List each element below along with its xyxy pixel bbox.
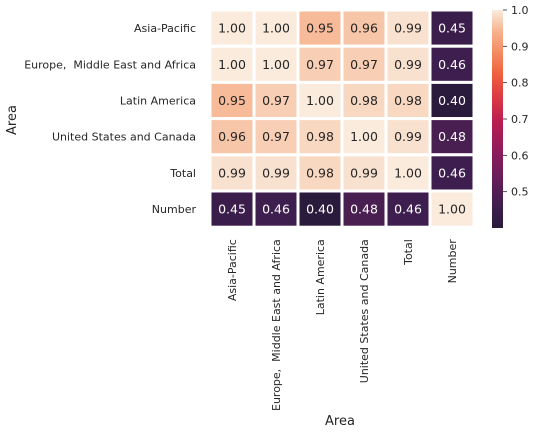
heatmap-cell — [252, 44, 300, 84]
cell-value-label: 0.97 — [262, 93, 290, 108]
colorbar-tick-label: 1.0 — [511, 4, 529, 17]
x-tick-labels: Asia-Pacific Europe, Middle East and Afri… — [226, 239, 459, 411]
cell-value-label: 1.00 — [218, 57, 246, 72]
cell-value-label: 0.98 — [350, 93, 378, 108]
cell-value-label: 1.00 — [262, 21, 290, 36]
cell-value-label: 0.99 — [262, 165, 290, 180]
cell-value-label: 0.40 — [306, 202, 334, 217]
x-tick-label: Asia-Pacific — [226, 239, 239, 301]
cell-value-label: 0.45 — [438, 21, 466, 36]
x-axis-label: Area — [325, 414, 355, 429]
cell-value-label: 0.46 — [438, 57, 466, 72]
cell-value-label: 0.99 — [218, 165, 246, 180]
heatmap-cell — [428, 117, 476, 157]
cell-value-label: 0.46 — [262, 202, 290, 217]
x-tick-label: Europe, Middle East and Africa — [270, 239, 283, 411]
y-tick-labels: Asia-Pacific Europe, Middle East and Afri… — [24, 22, 196, 216]
cell-value-label: 0.96 — [218, 129, 246, 144]
cell-value-label: 0.97 — [350, 57, 378, 72]
cell-value-label: 1.00 — [438, 202, 466, 217]
y-tick-label: Latin America — [120, 95, 196, 108]
y-tick-label: Europe, Middle East and Africa — [24, 58, 196, 71]
cell-value-label: 0.95 — [218, 93, 246, 108]
y-tick-label: Number — [152, 203, 197, 216]
x-tick-label: Latin America — [314, 239, 327, 315]
cell-value-label: 0.98 — [306, 165, 334, 180]
cell-value-label: 1.00 — [262, 57, 290, 72]
cell-value-label: 0.48 — [438, 129, 466, 144]
heatmap-cell — [384, 117, 432, 157]
cell-value-label: 0.45 — [218, 202, 246, 217]
cell-value-label: 0.97 — [262, 129, 290, 144]
colorbar-tick-label: 0.5 — [511, 186, 529, 199]
cell-value-label: 0.96 — [350, 21, 378, 36]
cell-value-label: 0.99 — [350, 165, 378, 180]
x-tick-label: Total — [402, 239, 415, 266]
heatmap-cell — [384, 80, 432, 121]
heatmap-cell — [428, 8, 476, 48]
cell-value-label: 1.00 — [350, 129, 378, 144]
heatmap-cell — [208, 189, 256, 229]
heatmap-cell — [340, 44, 388, 84]
colorbar-tick-label: 0.6 — [511, 149, 529, 162]
cell-value-label: 0.98 — [394, 93, 422, 108]
x-tick-label: Number — [446, 239, 459, 284]
cell-value-label: 1.00 — [218, 21, 246, 36]
cell-value-label: 0.99 — [394, 21, 422, 36]
heatmap-cell — [296, 153, 344, 193]
y-tick-label: United States and Canada — [52, 131, 196, 144]
cell-value-label: 1.00 — [394, 165, 422, 180]
y-tick-label: Asia-Pacific — [134, 22, 196, 35]
cell-value-label: 1.00 — [306, 93, 334, 108]
y-axis-label: Area — [5, 105, 20, 135]
colorbar-tick-label: 0.9 — [511, 40, 529, 53]
colorbar-tick-label: 0.8 — [511, 77, 529, 90]
heatmap-cell — [428, 189, 476, 229]
cell-value-label: 0.97 — [306, 57, 334, 72]
cell-value-label: 0.46 — [394, 202, 422, 217]
colorbar-ticks: 0.5 0.6 0.7 0.8 0.9 1.0 — [503, 4, 529, 199]
cell-value-label: 0.99 — [394, 57, 422, 72]
heatmap-cell — [384, 189, 432, 229]
colorbar-tick-label: 0.7 — [511, 113, 529, 126]
cell-value-label: 0.98 — [306, 129, 334, 144]
colorbar-gradient — [492, 10, 503, 228]
colorbar: 0.5 0.6 0.7 0.8 0.9 1.0 — [492, 4, 529, 228]
heatmap-cell — [340, 189, 388, 229]
cell-value-label: 0.46 — [438, 165, 466, 180]
x-tick-label: United States and Canada — [358, 239, 371, 383]
heatmap-cells: 1.00 1.00 0.95 0.96 0.99 0.45 1.00 1.00 0.97 0.97… — [208, 8, 476, 229]
cell-value-label: 0.40 — [438, 93, 466, 108]
cell-value-label: 0.95 — [306, 21, 334, 36]
cell-value-label: 0.99 — [394, 129, 422, 144]
y-tick-label: Total — [169, 167, 196, 180]
heatmap-cell — [208, 117, 256, 157]
cell-value-label: 0.48 — [350, 202, 378, 217]
